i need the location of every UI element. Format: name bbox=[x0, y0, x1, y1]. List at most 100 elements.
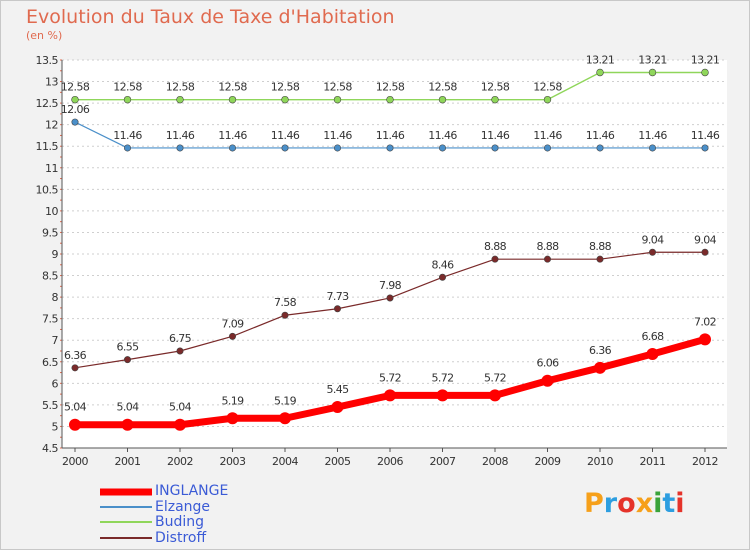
x-tick-label: 2009 bbox=[535, 455, 561, 468]
data-point-distroff bbox=[281, 311, 289, 319]
data-label-distroff: 7.58 bbox=[274, 296, 297, 309]
y-tick-label: 6.5 bbox=[42, 356, 58, 369]
y-tick-label: 11 bbox=[45, 162, 58, 175]
data-label-inglange: 7.02 bbox=[694, 315, 716, 328]
data-point-elzange bbox=[176, 144, 184, 152]
data-label-inglange: 5.19 bbox=[221, 394, 244, 407]
data-point-buding bbox=[176, 95, 184, 104]
y-tick-label: 7 bbox=[52, 334, 59, 347]
data-label-buding: 13.21 bbox=[638, 54, 667, 67]
data-point-distroff bbox=[386, 294, 394, 302]
x-tick-label: 2010 bbox=[587, 455, 613, 468]
data-point-distroff bbox=[596, 255, 604, 263]
data-label-buding: 12.58 bbox=[533, 81, 562, 94]
data-point-buding bbox=[438, 95, 447, 104]
data-point-elzange bbox=[333, 144, 341, 152]
data-label-buding: 12.58 bbox=[113, 81, 142, 94]
data-label-distroff: 8.88 bbox=[536, 240, 559, 253]
data-point-buding bbox=[543, 95, 552, 104]
data-label-distroff: 8.88 bbox=[589, 240, 612, 253]
y-tick-label: 9.5 bbox=[42, 226, 58, 239]
data-label-elzange: 11.46 bbox=[323, 129, 352, 142]
data-point-elzange bbox=[124, 144, 132, 152]
x-tick-label: 2012 bbox=[692, 455, 718, 468]
data-point-distroff bbox=[124, 356, 132, 364]
data-point-distroff bbox=[701, 248, 709, 256]
data-label-distroff: 6.55 bbox=[116, 341, 139, 354]
legend-label-distroff: Distroff bbox=[155, 530, 207, 546]
data-point-inglange bbox=[646, 348, 659, 361]
logo-letter: t bbox=[662, 488, 676, 519]
y-tick-label: 7.5 bbox=[42, 313, 58, 326]
y-tick-label: 13.5 bbox=[36, 54, 59, 67]
data-point-inglange bbox=[174, 418, 186, 431]
data-point-elzange bbox=[491, 144, 499, 152]
data-point-inglange bbox=[69, 418, 81, 431]
data-label-inglange: 5.19 bbox=[274, 394, 297, 407]
y-tick-label: 11.5 bbox=[36, 140, 59, 153]
data-point-distroff bbox=[71, 364, 79, 372]
data-point-inglange bbox=[384, 389, 396, 402]
y-tick-label: 4.5 bbox=[42, 442, 58, 455]
data-label-buding: 12.58 bbox=[218, 81, 247, 94]
data-label-elzange: 11.46 bbox=[428, 129, 457, 142]
data-label-buding: 12.58 bbox=[166, 81, 195, 94]
data-point-buding bbox=[281, 95, 289, 104]
data-point-buding bbox=[228, 95, 237, 104]
logo-letter: i bbox=[653, 488, 663, 519]
data-point-elzange bbox=[596, 144, 604, 152]
data-label-inglange: 5.72 bbox=[431, 371, 453, 384]
data-point-distroff bbox=[176, 347, 184, 355]
chart-title: Evolution du Taux de Taxe d'Habitation bbox=[26, 6, 395, 28]
chart-subtitle: (en %) bbox=[26, 29, 63, 42]
data-label-elzange: 11.46 bbox=[271, 129, 300, 142]
data-label-inglange: 6.68 bbox=[641, 330, 664, 343]
y-tick-label: 9 bbox=[52, 248, 59, 261]
data-point-elzange bbox=[386, 144, 394, 152]
data-point-elzange bbox=[438, 144, 446, 152]
data-point-elzange bbox=[71, 118, 79, 126]
y-tick-label: 5.5 bbox=[42, 399, 58, 412]
data-point-distroff bbox=[438, 273, 446, 281]
data-label-elzange: 11.46 bbox=[166, 129, 195, 142]
data-label-buding: 12.58 bbox=[428, 81, 457, 94]
legend-label-inglange: INGLANGE bbox=[155, 483, 229, 499]
data-point-buding bbox=[386, 95, 394, 104]
x-tick-label: 2004 bbox=[272, 455, 298, 468]
y-tick-label: 10 bbox=[45, 205, 58, 218]
legend-label-elzange: Elzange bbox=[155, 499, 211, 515]
data-label-inglange: 5.72 bbox=[379, 371, 401, 384]
logo-letter: x bbox=[635, 488, 654, 519]
data-point-inglange bbox=[489, 389, 501, 402]
data-label-elzange: 11.46 bbox=[113, 129, 142, 142]
y-tick-label: 12 bbox=[45, 119, 58, 132]
data-label-distroff: 9.04 bbox=[694, 233, 717, 246]
data-label-elzange: 11.46 bbox=[691, 129, 720, 142]
y-tick-label: 6 bbox=[52, 377, 59, 390]
data-point-buding bbox=[491, 95, 499, 104]
data-label-distroff: 7.98 bbox=[379, 279, 402, 292]
data-label-inglange: 5.72 bbox=[484, 371, 506, 384]
data-point-inglange bbox=[699, 333, 711, 346]
x-tick-label: 2005 bbox=[325, 455, 351, 468]
data-label-buding: 12.58 bbox=[481, 81, 510, 94]
data-label-distroff: 7.73 bbox=[326, 290, 349, 303]
data-point-buding bbox=[333, 95, 342, 104]
data-label-elzange: 11.46 bbox=[586, 129, 615, 142]
data-label-inglange: 5.04 bbox=[64, 401, 87, 414]
data-point-inglange bbox=[226, 412, 239, 425]
x-tick-label: 2008 bbox=[482, 455, 508, 468]
data-point-distroff bbox=[543, 255, 551, 263]
data-label-distroff: 8.46 bbox=[431, 258, 454, 271]
x-tick-label: 2007 bbox=[430, 455, 456, 468]
data-point-elzange bbox=[648, 144, 656, 152]
data-point-distroff bbox=[229, 332, 237, 340]
x-tick-label: 2006 bbox=[377, 455, 403, 468]
legend-label-buding: Buding bbox=[155, 514, 205, 530]
data-label-elzange: 11.46 bbox=[218, 129, 247, 142]
data-label-inglange: 6.06 bbox=[536, 357, 559, 370]
y-tick-label: 10.5 bbox=[36, 183, 59, 196]
data-label-distroff: 6.75 bbox=[169, 332, 192, 345]
data-label-inglange: 5.04 bbox=[169, 401, 192, 414]
